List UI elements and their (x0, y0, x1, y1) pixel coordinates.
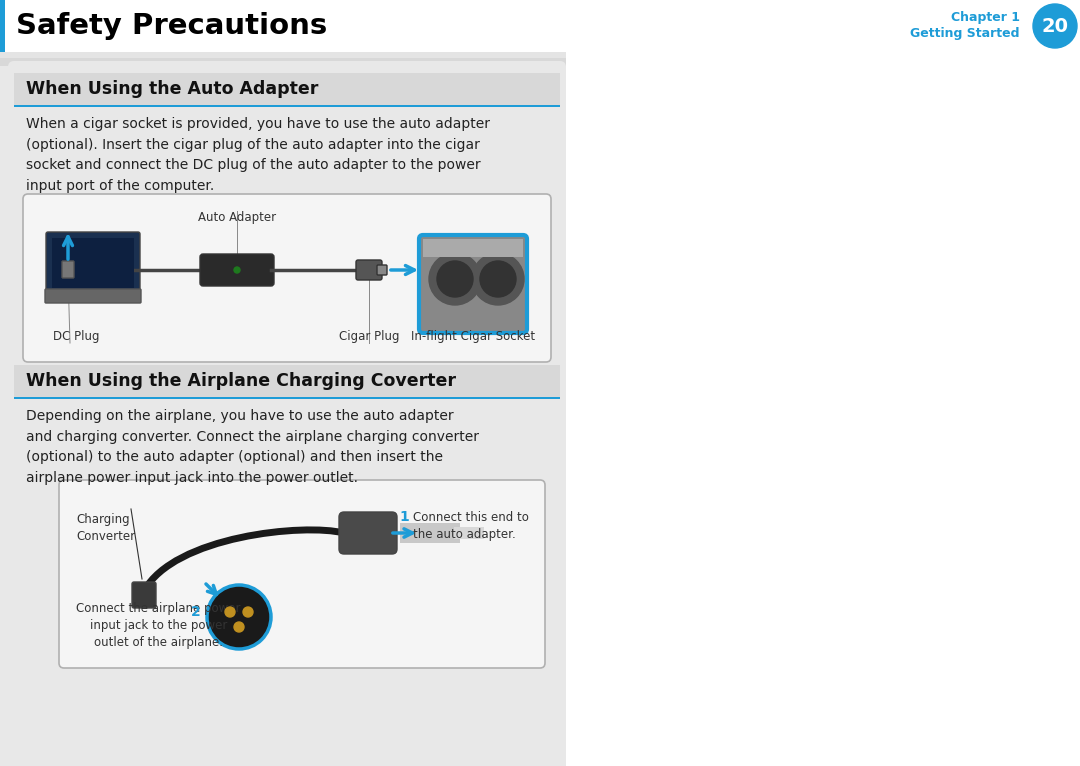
Circle shape (234, 622, 244, 632)
Text: Chapter 1: Chapter 1 (951, 11, 1020, 25)
Circle shape (1032, 4, 1077, 48)
FancyBboxPatch shape (0, 0, 5, 52)
Circle shape (234, 267, 240, 273)
FancyBboxPatch shape (46, 232, 140, 294)
Circle shape (472, 253, 524, 305)
FancyBboxPatch shape (45, 289, 141, 303)
FancyBboxPatch shape (419, 235, 527, 333)
FancyBboxPatch shape (400, 523, 460, 543)
FancyBboxPatch shape (566, 0, 1080, 766)
Text: 2: 2 (191, 605, 201, 619)
Circle shape (207, 585, 271, 649)
Text: When Using the Airplane Charging Coverter: When Using the Airplane Charging Coverte… (26, 372, 456, 390)
FancyBboxPatch shape (0, 52, 1080, 58)
Text: Depending on the airplane, you have to use the auto adapter
and charging convert: Depending on the airplane, you have to u… (26, 409, 480, 485)
FancyBboxPatch shape (59, 480, 545, 668)
FancyBboxPatch shape (8, 61, 566, 764)
Text: 1: 1 (399, 510, 408, 524)
FancyBboxPatch shape (454, 527, 484, 539)
FancyBboxPatch shape (14, 365, 561, 399)
Text: Auto Adapter: Auto Adapter (198, 211, 276, 224)
FancyBboxPatch shape (377, 265, 387, 275)
Text: Connect the airplane power
input jack to the power
outlet of the airplane.: Connect the airplane power input jack to… (76, 602, 241, 649)
Circle shape (437, 261, 473, 297)
Text: Getting Started: Getting Started (910, 28, 1020, 41)
FancyBboxPatch shape (14, 73, 561, 107)
Text: Cigar Plug: Cigar Plug (339, 330, 400, 343)
FancyBboxPatch shape (132, 582, 156, 608)
Text: DC Plug: DC Plug (53, 330, 99, 343)
Text: Safety Precautions: Safety Precautions (16, 12, 327, 40)
FancyBboxPatch shape (339, 512, 397, 554)
FancyBboxPatch shape (356, 260, 382, 280)
Circle shape (480, 261, 516, 297)
FancyBboxPatch shape (200, 254, 274, 286)
FancyBboxPatch shape (0, 0, 1080, 52)
Circle shape (429, 253, 481, 305)
Circle shape (243, 607, 253, 617)
Text: Charging
Converter: Charging Converter (76, 513, 135, 543)
FancyBboxPatch shape (423, 239, 523, 257)
Text: When a cigar socket is provided, you have to use the auto adapter
(optional). In: When a cigar socket is provided, you hav… (26, 117, 490, 193)
FancyBboxPatch shape (62, 261, 75, 278)
FancyBboxPatch shape (14, 397, 561, 399)
FancyBboxPatch shape (52, 238, 134, 288)
FancyBboxPatch shape (0, 52, 1080, 66)
FancyBboxPatch shape (14, 105, 561, 107)
Text: Connect this end to
the auto adapter.: Connect this end to the auto adapter. (413, 511, 529, 541)
Text: 20: 20 (1041, 17, 1068, 35)
FancyBboxPatch shape (23, 194, 551, 362)
Circle shape (225, 607, 235, 617)
Text: In-flight Cigar Socket: In-flight Cigar Socket (410, 330, 535, 343)
Text: When Using the Auto Adapter: When Using the Auto Adapter (26, 80, 319, 98)
